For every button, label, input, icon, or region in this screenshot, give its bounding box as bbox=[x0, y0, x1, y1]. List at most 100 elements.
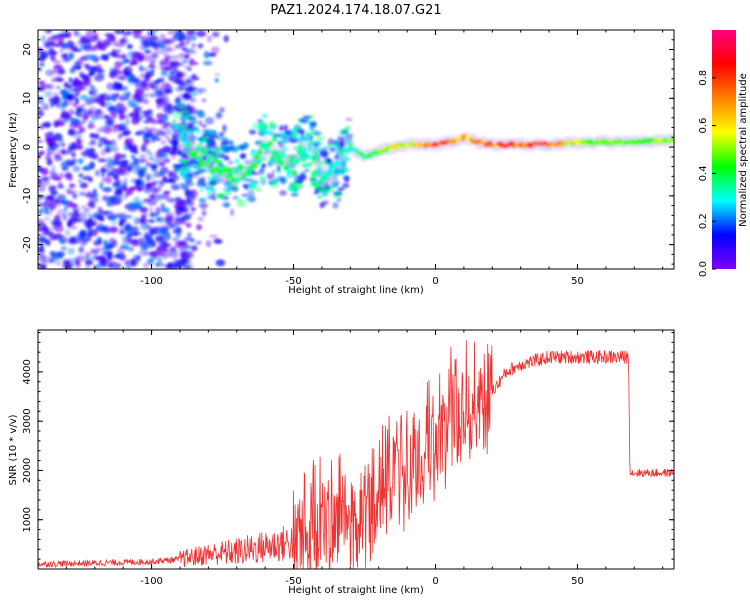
spectrogram-noise-blob bbox=[108, 106, 119, 113]
spectrogram-noise-blob bbox=[159, 86, 169, 94]
spectrogram-noise-blob bbox=[172, 74, 182, 78]
spectrogram-scatter-blob bbox=[257, 125, 268, 133]
spectrogram-noise-blob bbox=[44, 255, 54, 264]
spectrogram-noise-blob bbox=[60, 54, 68, 58]
spectrogram-noise-blob bbox=[142, 44, 149, 51]
spectrogram-noise-blob bbox=[157, 256, 163, 265]
spectrogram-noise-blob bbox=[198, 197, 207, 203]
spectrogram-scatter-blob bbox=[332, 192, 341, 199]
spectrogram-noise-blob bbox=[61, 160, 71, 167]
spectrogram-noise-blob bbox=[195, 240, 202, 245]
spectrogram-noise-blob bbox=[148, 194, 157, 199]
spectrogram-noise-blob bbox=[181, 71, 187, 78]
spectrogram-noise-blob bbox=[78, 172, 85, 179]
spectrogram-ridge-core bbox=[264, 146, 270, 153]
colorbar-label: Normalized spectral amplitude bbox=[738, 73, 749, 227]
spectrogram-noise-blob bbox=[156, 104, 162, 108]
spectrogram-noise-blob bbox=[124, 222, 132, 231]
snr-x-tick-label: 50 bbox=[571, 576, 584, 587]
spectrogram-noise-blob bbox=[38, 235, 46, 242]
spectrogram-ridge-core bbox=[313, 152, 319, 159]
spectrogram-noise-blob bbox=[183, 245, 194, 250]
spectrogram-noise-blob bbox=[140, 144, 147, 152]
spectrogram-noise-blob bbox=[160, 243, 171, 247]
spectrogram-noise-blob bbox=[118, 112, 125, 121]
spectrogram-noise-blob bbox=[206, 35, 213, 43]
spectrogram-noise-blob bbox=[127, 230, 134, 238]
spectrogram-scatter-blob bbox=[181, 107, 189, 112]
spectrogram-noise-blob bbox=[109, 167, 116, 174]
spectrogram-noise-blob bbox=[110, 111, 118, 119]
spectrogram-noise-blob bbox=[160, 140, 166, 145]
spectrogram-noise-blob bbox=[69, 67, 76, 74]
spectrogram-noise-blob bbox=[58, 78, 63, 83]
spectrogram-scatter-blob bbox=[309, 121, 317, 128]
spectrogram-noise-blob bbox=[138, 67, 149, 72]
spectrogram-noise-blob bbox=[96, 68, 106, 74]
spectrogram-noise-blob bbox=[148, 156, 155, 161]
spectrogram-noise-blob bbox=[72, 165, 81, 172]
spectrogram-noise-blob bbox=[202, 60, 213, 66]
spectrogram-noise-blob bbox=[207, 52, 217, 57]
spectrogram-noise-blob bbox=[170, 175, 178, 180]
spectrogram-noise-blob bbox=[149, 58, 157, 64]
spectrogram-scatter-blob bbox=[260, 178, 267, 186]
spectrogram-noise-blob bbox=[87, 142, 96, 147]
spectrogram-scatter-blob bbox=[338, 129, 347, 136]
spectrogram-scatter-blob bbox=[193, 125, 199, 131]
spectrogram-noise-blob bbox=[95, 227, 103, 231]
spectrogram-noise-blob bbox=[174, 30, 183, 35]
spectrogram-ridge-core bbox=[203, 150, 209, 157]
spectrogram-noise-blob bbox=[98, 139, 104, 148]
spectrogram-ridge-core bbox=[339, 151, 345, 158]
spectrogram-noise-blob bbox=[89, 132, 95, 137]
spectrogram-noise-blob bbox=[59, 106, 66, 111]
spectrogram-scatter-blob bbox=[269, 124, 279, 128]
spectrogram-noise-blob bbox=[175, 230, 181, 239]
spectrogram-ridge-core bbox=[325, 171, 331, 178]
spectrogram-scatter-blob bbox=[284, 130, 290, 135]
colorbar-ticks: 0.0 0.2 0.4 0.6 0.8 bbox=[698, 70, 716, 277]
spectrogram-noise-blob bbox=[56, 33, 63, 38]
spectrogram-noise-blob bbox=[148, 207, 154, 214]
spectrogram-noise-blob bbox=[150, 227, 156, 235]
spectrogram-noise-blob bbox=[88, 120, 95, 126]
spectrogram-noise-blob bbox=[122, 184, 128, 191]
spectrogram-noise-blob bbox=[42, 121, 52, 128]
spectrogram-scatter-blob bbox=[196, 180, 207, 188]
spectrogram-noise-blob bbox=[77, 178, 83, 184]
spectrogram-noise-blob bbox=[83, 164, 93, 172]
spectrogram-ridge-core bbox=[238, 164, 244, 171]
spectrogram-noise-blob bbox=[43, 30, 52, 34]
spectrogram-noise-blob bbox=[92, 250, 101, 254]
spectrogram-noise-blob bbox=[184, 190, 195, 199]
spectrogram-noise-blob bbox=[99, 125, 107, 131]
spectrogram-scatter-blob bbox=[225, 203, 230, 208]
spectrogram-ridge-core bbox=[291, 169, 297, 176]
spectrogram-noise-blob bbox=[156, 245, 165, 251]
spectrogram-noise-blob bbox=[155, 206, 162, 215]
spectrogram-x-ticks: -100 -50 0 50 bbox=[37, 30, 664, 287]
spectrogram-scatter-blob bbox=[336, 144, 341, 149]
spectrogram-noise-blob bbox=[143, 134, 150, 139]
spectrogram-noise-blob bbox=[134, 52, 145, 58]
spectrogram-scatter-blob bbox=[290, 193, 299, 197]
spectrogram-noise-blob bbox=[126, 51, 136, 59]
spectrogram-noise-blob bbox=[62, 42, 69, 49]
snr-x-tick-label: -50 bbox=[285, 576, 301, 587]
spectrogram-noise-blob bbox=[107, 262, 115, 266]
spectrogram-noise-blob bbox=[40, 203, 46, 211]
spectrogram-noise-blob bbox=[134, 61, 139, 65]
spectrogram-noise-blob bbox=[64, 172, 73, 180]
spectrogram-noise-blob bbox=[44, 131, 53, 139]
spectrogram-noise-blob bbox=[94, 109, 105, 117]
spectrogram-scatter-blob bbox=[249, 185, 257, 190]
spectrogram-noise-blob bbox=[183, 82, 191, 86]
spectrogram-noise-blob bbox=[145, 173, 151, 182]
spectrogram-noise-blob bbox=[143, 111, 150, 115]
spectrogram-noise-blob bbox=[143, 242, 149, 251]
spectrogram-noise-blob bbox=[79, 182, 88, 189]
spectrogram-noise-blob bbox=[61, 213, 68, 221]
spectrogram-noise-blob bbox=[197, 43, 204, 49]
